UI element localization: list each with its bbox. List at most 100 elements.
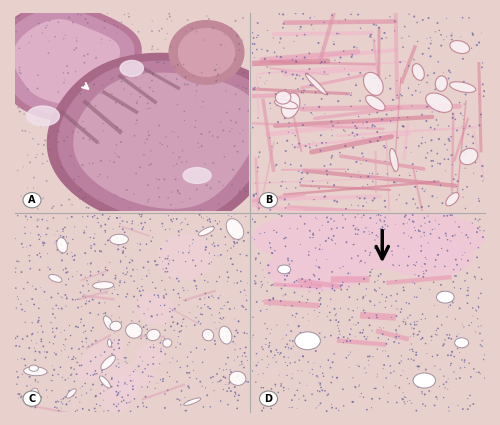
- Point: [102, 266, 110, 273]
- Point: [430, 70, 438, 76]
- Point: [119, 196, 127, 203]
- Point: [240, 287, 248, 294]
- Point: [92, 409, 100, 416]
- Point: [112, 142, 120, 148]
- Point: [240, 364, 248, 371]
- Point: [459, 55, 467, 62]
- Point: [218, 306, 226, 312]
- Point: [297, 162, 305, 169]
- Point: [234, 33, 241, 40]
- Point: [410, 13, 418, 20]
- Point: [288, 312, 296, 319]
- Point: [422, 261, 430, 268]
- Point: [412, 259, 420, 266]
- Point: [104, 10, 112, 17]
- Point: [284, 344, 292, 351]
- Point: [125, 399, 133, 406]
- Point: [224, 354, 232, 361]
- Point: [88, 327, 96, 334]
- Point: [291, 359, 299, 366]
- Point: [142, 404, 150, 411]
- Point: [302, 299, 310, 306]
- Point: [462, 205, 469, 212]
- Point: [164, 261, 172, 267]
- Point: [203, 13, 211, 20]
- Point: [88, 341, 96, 348]
- Point: [382, 221, 390, 228]
- Point: [285, 119, 293, 126]
- Point: [473, 42, 481, 48]
- Point: [234, 373, 241, 380]
- Point: [362, 157, 370, 164]
- Point: [418, 134, 426, 141]
- Point: [190, 367, 198, 374]
- Point: [462, 292, 470, 299]
- Point: [284, 268, 292, 275]
- Point: [396, 360, 404, 367]
- Point: [299, 90, 307, 96]
- Point: [232, 31, 240, 38]
- Point: [166, 226, 173, 232]
- Point: [365, 314, 373, 321]
- Point: [231, 211, 239, 218]
- Point: [110, 21, 118, 28]
- Point: [444, 352, 452, 359]
- Point: [468, 319, 475, 326]
- Point: [433, 313, 441, 320]
- Point: [155, 28, 163, 34]
- Point: [410, 319, 418, 326]
- Point: [243, 330, 251, 337]
- Point: [222, 328, 230, 335]
- Point: [434, 150, 442, 157]
- Point: [272, 53, 280, 60]
- Point: [470, 366, 478, 372]
- Point: [415, 374, 423, 381]
- Point: [399, 389, 407, 396]
- Point: [117, 126, 125, 133]
- Point: [280, 384, 287, 391]
- Point: [422, 104, 430, 111]
- Point: [368, 197, 376, 204]
- Point: [230, 143, 238, 150]
- Point: [450, 368, 458, 375]
- Point: [20, 285, 28, 292]
- Point: [226, 306, 234, 312]
- Point: [154, 185, 162, 192]
- Point: [272, 229, 280, 236]
- Point: [85, 298, 93, 305]
- Point: [14, 13, 22, 20]
- Point: [68, 356, 76, 363]
- Point: [364, 125, 372, 131]
- Point: [255, 199, 263, 206]
- Point: [220, 153, 228, 160]
- Point: [242, 188, 250, 195]
- Point: [275, 211, 283, 218]
- Point: [30, 301, 38, 308]
- Point: [451, 272, 459, 279]
- Point: [292, 314, 300, 320]
- Point: [212, 278, 220, 285]
- Point: [352, 321, 360, 328]
- Point: [44, 264, 52, 271]
- Point: [69, 19, 77, 26]
- Point: [310, 13, 318, 20]
- Point: [78, 392, 86, 399]
- Point: [321, 388, 329, 394]
- Point: [439, 200, 447, 207]
- Point: [114, 242, 122, 249]
- Point: [210, 243, 218, 249]
- Point: [332, 312, 340, 318]
- Point: [90, 296, 98, 303]
- Point: [388, 248, 396, 255]
- Point: [392, 277, 400, 284]
- Point: [102, 312, 110, 319]
- Point: [373, 374, 381, 380]
- Point: [448, 36, 456, 43]
- Point: [100, 310, 108, 317]
- Point: [284, 255, 292, 262]
- Point: [320, 19, 328, 26]
- Point: [372, 232, 380, 239]
- Point: [81, 250, 89, 257]
- Point: [201, 295, 209, 301]
- Point: [238, 361, 246, 368]
